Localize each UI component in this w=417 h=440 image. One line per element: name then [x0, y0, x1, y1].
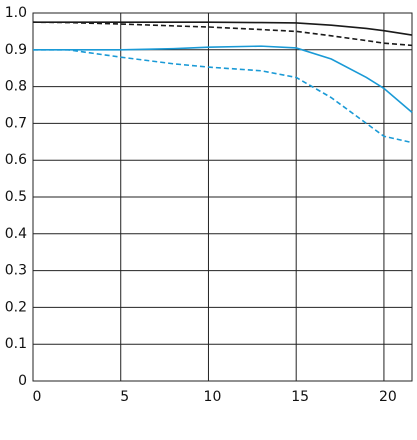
mtf-line [33, 45, 413, 113]
x-tick-label: 5 [120, 389, 129, 405]
y-tick-label: 0.8 [5, 79, 27, 95]
y-tick-label: 1.0 [5, 5, 27, 21]
x-tick-label: 20 [379, 389, 397, 405]
y-tick-label: 0.6 [5, 152, 27, 168]
y-tick-label: 0.2 [5, 299, 27, 315]
plot-frame [32, 12, 413, 382]
x-tick-label: 15 [291, 389, 309, 405]
y-tick-label: 0.4 [5, 226, 27, 242]
y-tick-label: 0.5 [5, 189, 27, 205]
mtf-line [33, 21, 413, 36]
y-tick-label: 0.3 [5, 263, 27, 279]
y-tick-label: 0.9 [5, 42, 27, 58]
x-tick-label: 10 [204, 389, 222, 405]
y-tick-label: 0.7 [5, 115, 27, 131]
y-tick-label: 0 [18, 373, 27, 389]
y-tick-label: 0.1 [5, 336, 27, 352]
mtf-line [33, 49, 413, 144]
mtf-line [32, 21, 413, 47]
x-tick-label: 0 [33, 389, 42, 405]
